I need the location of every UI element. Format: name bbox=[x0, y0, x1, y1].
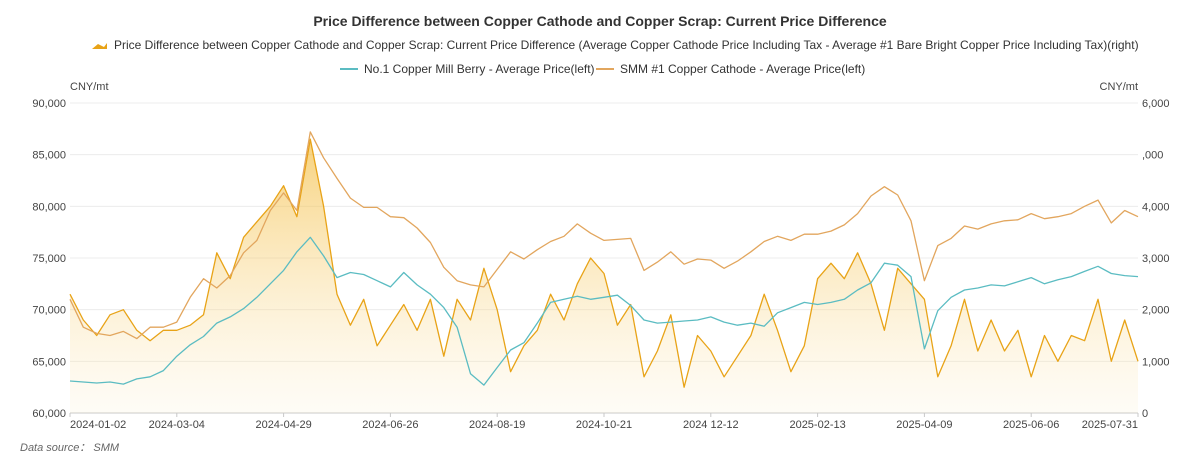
x-tick-label: 2024-04-29 bbox=[255, 419, 311, 431]
legend-label-mill-berry: No.1 Copper Mill Berry - Average Price(l… bbox=[364, 62, 595, 76]
x-tick-label: 2025-04-09 bbox=[896, 419, 952, 431]
x-tick-label: 2024-06-26 bbox=[362, 419, 418, 431]
left-tick-label: 75,000 bbox=[32, 253, 66, 265]
left-tick-label: 60,000 bbox=[32, 408, 66, 420]
legend-item-mill-berry[interactable]: No.1 Copper Mill Berry - Average Price(l… bbox=[340, 62, 595, 76]
right-tick-label: 6,000 bbox=[1142, 98, 1170, 110]
right-tick-label: 2,000 bbox=[1142, 305, 1170, 317]
right-tick-label: 0 bbox=[1142, 408, 1148, 420]
series-layer bbox=[69, 131, 1139, 413]
legend-area-swatch bbox=[92, 43, 107, 49]
data-source: Data source： SMM bbox=[20, 442, 120, 454]
chart-title: Price Difference between Copper Cathode … bbox=[313, 13, 887, 29]
x-tick-label: 2025-02-13 bbox=[789, 419, 845, 431]
legend-item-cathode[interactable]: SMM #1 Copper Cathode - Average Price(le… bbox=[596, 62, 865, 76]
series-line-cathode bbox=[69, 131, 1139, 340]
legend-label-cathode: SMM #1 Copper Cathode - Average Price(le… bbox=[620, 62, 865, 76]
legend-item-price-difference[interactable]: Price Difference between Copper Cathode … bbox=[92, 38, 1139, 52]
left-tick-label: 90,000 bbox=[32, 98, 66, 110]
left-axis: 60,000 65,000 70,000 75,000 80,000 85,000 90,0… bbox=[32, 98, 66, 420]
legend-label-price-difference: Price Difference between Copper Cathode … bbox=[114, 38, 1139, 52]
left-tick-label: 85,000 bbox=[32, 150, 66, 162]
x-tick-label: 2024-08-19 bbox=[469, 419, 525, 431]
left-tick-label: 65,000 bbox=[32, 356, 66, 368]
x-tick-label: 2024-01-02 bbox=[70, 419, 126, 431]
x-axis: 2024-01-02 2024-03-04 2024-04-29 2024-06-26… bbox=[69, 413, 1139, 431]
right-axis: 0 1,000 2,000 3,000 4,000 ,000 6,000 bbox=[1142, 98, 1170, 420]
x-tick-label: 2025-07-31 bbox=[1082, 419, 1138, 431]
series-line-mill-berry bbox=[69, 236, 1139, 386]
left-tick-label: 70,000 bbox=[32, 305, 66, 317]
left-axis-unit: CNY/mt bbox=[70, 81, 109, 93]
right-tick-label: 4,000 bbox=[1142, 201, 1170, 213]
right-tick-label: 1,000 bbox=[1142, 356, 1170, 368]
right-tick-label: 3,000 bbox=[1142, 253, 1170, 265]
x-tick-label: 2024-03-04 bbox=[149, 419, 205, 431]
series-area-price-difference-fill bbox=[70, 139, 1138, 413]
right-tick-label: ,000 bbox=[1142, 150, 1163, 162]
series-area-price-difference-line bbox=[69, 138, 1139, 388]
right-axis-unit: CNY/mt bbox=[1100, 81, 1139, 93]
x-tick-label: 2025-06-06 bbox=[1003, 419, 1059, 431]
x-tick-label: 2024-10-21 bbox=[576, 419, 632, 431]
left-tick-label: 80,000 bbox=[32, 201, 66, 213]
x-tick-label: 2024 12-12 bbox=[683, 419, 739, 431]
